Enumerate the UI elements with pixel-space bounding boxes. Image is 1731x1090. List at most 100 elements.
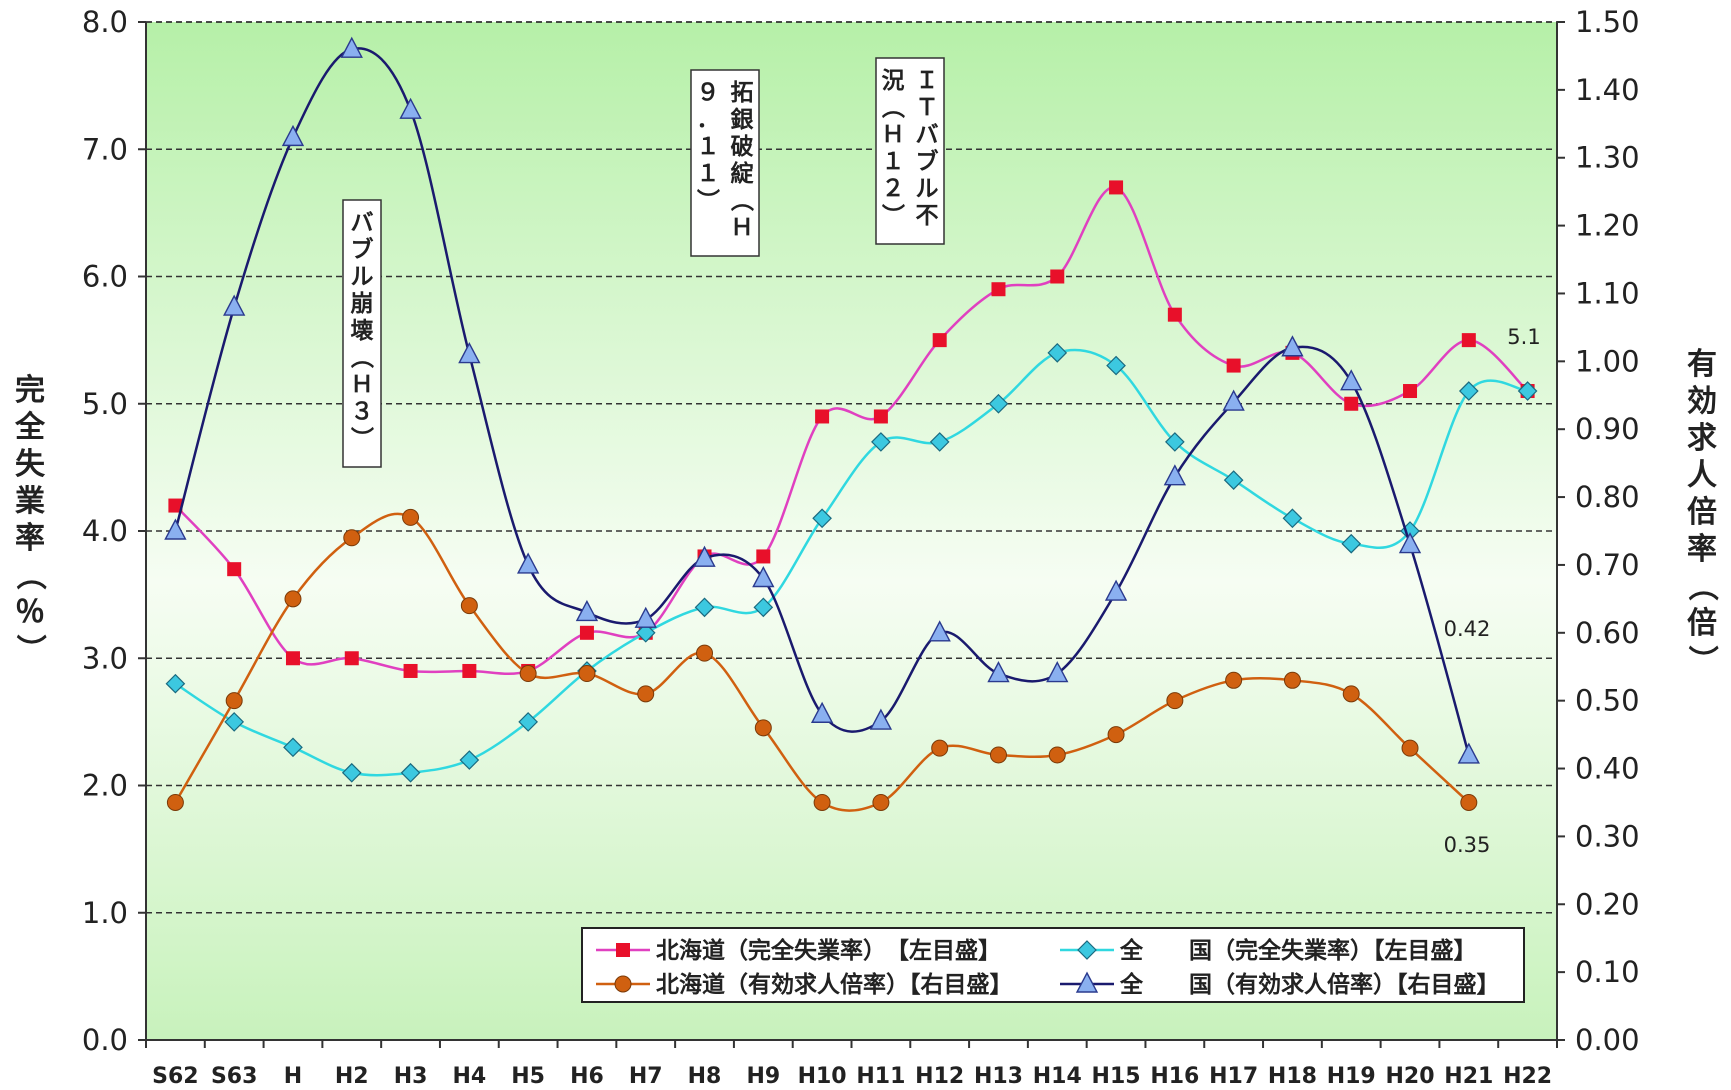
annotation-char: バ: [351, 210, 374, 236]
data-point: [813, 793, 831, 811]
annotation-char: Ｈ: [882, 122, 905, 148]
data-point: [281, 124, 305, 147]
data-point: [402, 508, 420, 526]
data-point: [872, 793, 890, 811]
legend-entry: 全 国（有効求人倍率）【右目盛】: [1060, 971, 1500, 998]
x-tick-label: H8: [688, 1064, 722, 1089]
data-point: [869, 708, 893, 730]
axis-title-char: 率: [15, 521, 45, 556]
data-point: [1163, 464, 1187, 486]
right-tick-label: 0.00: [1575, 1023, 1640, 1057]
annotation-char: ブ: [351, 236, 374, 263]
data-point: [810, 701, 834, 723]
annotation-char: バ: [916, 122, 939, 148]
right-tick-label: 0.20: [1575, 887, 1640, 921]
x-tick-label: H14: [1033, 1064, 1082, 1089]
grid: [146, 21, 1557, 914]
data-point: [166, 793, 184, 811]
x-tick-label: H10: [798, 1064, 847, 1089]
data-point: [634, 606, 657, 628]
data-point: [1461, 333, 1476, 348]
data-point: [519, 665, 537, 683]
axis-title-char: 人: [1687, 458, 1717, 493]
data-label: 0.35: [1444, 833, 1491, 857]
data-point: [458, 342, 481, 364]
right-tick-label: 1.50: [1575, 5, 1640, 39]
x-tick-label: H21: [1444, 1064, 1493, 1089]
series-3: [166, 508, 1478, 812]
axis-title-char: ）: [12, 634, 47, 664]
annotation-char: ．: [697, 107, 720, 133]
axis-title-char: 業: [15, 484, 45, 519]
data-point: [1398, 532, 1422, 554]
right-tick-label: 0.30: [1575, 819, 1640, 853]
data-point: [518, 712, 538, 732]
data-point: [285, 651, 300, 666]
annotation-char: ブ: [916, 148, 939, 175]
series-line: [174, 47, 1471, 756]
data-point: [462, 663, 477, 678]
series-4: [164, 36, 1480, 764]
data-point: [516, 552, 540, 574]
x-tick-label: H6: [570, 1064, 604, 1089]
x-tick-label: H20: [1386, 1064, 1435, 1089]
axis-title-char: 倍: [1687, 606, 1717, 641]
data-point: [225, 692, 243, 710]
data-point: [223, 294, 246, 316]
right-tick-label: 0.50: [1575, 684, 1640, 718]
data-point: [812, 508, 832, 529]
axis-title-char: 有: [1687, 347, 1717, 382]
annotation-char: ）: [694, 189, 721, 212]
left-tick-label: 8.0: [82, 5, 128, 39]
annotation-char: （: [879, 96, 906, 119]
data-point: [575, 599, 599, 622]
data-point: [340, 36, 363, 58]
right-tick-label: 0.60: [1575, 616, 1640, 650]
legend-label: 北海道（有効求人倍率）【右目盛】: [656, 971, 1013, 998]
right-tick-label: 1.40: [1575, 73, 1640, 107]
annotation-char: Ｔ: [916, 95, 939, 121]
axis-title-char: 率: [1687, 532, 1717, 567]
right-tick-label: 0.90: [1575, 412, 1640, 446]
data-point: [1167, 307, 1182, 322]
axis-title-char: 全: [14, 410, 46, 445]
data-point: [403, 663, 418, 678]
data-point: [1226, 358, 1241, 373]
data-point: [579, 625, 594, 640]
annotation-char: 拓: [731, 80, 754, 106]
annotation-char: ）: [879, 204, 906, 227]
legend: 北海道（完全失業率） 【左目盛】 全 国（完全失業率）【左目盛】北海道（有効求人倍…: [581, 927, 1525, 1003]
axis-title-char: ）: [1684, 645, 1719, 675]
x-tick-label: H13: [974, 1064, 1023, 1089]
annotation-char: １: [697, 161, 720, 187]
data-point: [344, 651, 359, 666]
data-point: [227, 562, 242, 577]
data-label: 5.1: [1507, 325, 1540, 349]
data-point: [637, 685, 655, 703]
annotation-char: （: [348, 346, 375, 369]
legend-box: [581, 927, 1525, 1003]
annotation-char: １: [882, 149, 905, 175]
legend-entry: 全 国（完全失業率）【左目盛】: [1060, 937, 1477, 964]
data-point: [168, 498, 183, 513]
data-point: [578, 665, 596, 683]
data-point: [931, 739, 949, 757]
right-tick-label: 0.80: [1575, 480, 1640, 514]
data-point: [341, 762, 362, 783]
data-point: [635, 622, 656, 643]
left-tick-label: 5.0: [82, 387, 128, 421]
x-tick-label: H2: [335, 1064, 369, 1089]
data-point: [164, 518, 187, 540]
data-label: 0.42: [1444, 617, 1491, 641]
data-point: [693, 545, 716, 567]
annotation-char: Ｉ: [916, 68, 939, 94]
x-tick-label: H: [284, 1064, 302, 1089]
x-tick-label: H15: [1092, 1064, 1141, 1089]
data-point: [284, 590, 302, 608]
right-tick-label: 0.70: [1575, 548, 1640, 582]
annotation-char: ）: [348, 427, 375, 450]
right-tick-label: 0.40: [1575, 752, 1640, 786]
legend-swatch-marker: [616, 943, 630, 957]
data-point: [283, 737, 303, 758]
